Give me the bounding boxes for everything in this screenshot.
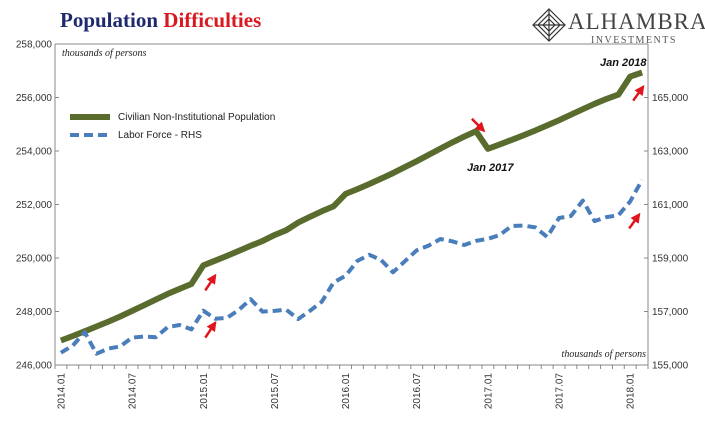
logo-name: ALHAMBRA [568,9,705,34]
arrow-jan2017-down [471,117,486,133]
x-tick-label: 2017.07 [555,373,566,410]
title-part-1: Population [60,8,159,32]
data-point [641,178,644,181]
arrow-jan2015-civilian [204,273,217,292]
arrow-jan2018-labor [628,212,641,230]
left-tick-label: 254,000 [16,147,53,158]
chart-title: Population Difficulties [60,8,261,33]
left-tick-label: 248,000 [16,307,53,318]
right-tick-label: 163,000 [652,147,689,158]
legend-labor-label: Labor Force - RHS [118,130,202,141]
data-point [510,224,513,227]
right-tick-label: 159,000 [652,254,689,265]
legend-civilian-label: Civilian Non-Institutional Population [118,112,275,123]
x-tick-label: 2016.07 [412,373,423,410]
left-tick-label: 258,000 [16,40,53,51]
right-unit-label: thousands of persons [562,349,647,360]
x-tick-label: 2018.01 [626,373,637,410]
left-tick-label: 252,000 [16,200,53,211]
x-tick-label: 2014.01 [56,373,67,410]
company-logo: ALHAMBRA INVESTMENTS [528,4,705,48]
left-unit-label: thousands of persons [62,48,147,59]
data-point [131,336,134,339]
left-tick-label: 250,000 [16,254,53,265]
right-tick-label: 155,000 [652,361,689,372]
left-tick-label: 256,000 [16,93,53,104]
arrow-jan2015-labor [204,321,217,339]
data-point [498,233,501,236]
logo-subtitle: INVESTMENTS [591,35,677,46]
right-tick-label: 157,000 [652,307,689,318]
x-tick-label: 2015.07 [270,373,281,410]
x-tick-label: 2017.01 [483,373,494,410]
series-line-civilian-population [59,69,644,344]
data-point [344,274,347,277]
annotation-jan-2017: Jan 2017 [467,162,514,174]
x-tick-label: 2016.01 [341,373,352,410]
title-part-2: Difficulties [163,8,262,32]
data-point [332,281,335,284]
left-tick-label: 246,000 [16,361,53,372]
right-tick-label: 161,000 [652,200,689,211]
annotation-jan-2018: Jan 2018 [600,57,647,69]
arrow-jan2018-civilian [632,85,645,102]
data-point [225,316,228,319]
x-tick-label: 2014.07 [128,373,139,410]
right-tick-label: 165,000 [652,93,689,104]
x-tick-label: 2015.01 [199,373,210,410]
logo-diamond-icon [532,8,566,42]
series-line-labor-force [59,178,644,356]
data-point [119,345,122,348]
